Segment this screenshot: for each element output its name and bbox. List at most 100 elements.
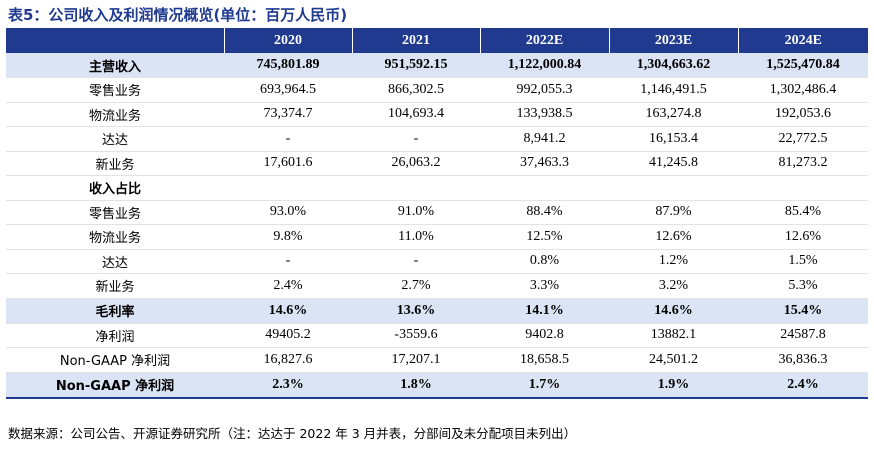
table-cell: 14.1% bbox=[480, 298, 609, 324]
table-row: 新业务 2.4% 2.7% 3.3% 3.2% 5.3% bbox=[6, 273, 868, 299]
table-cell: 1,146,491.5 bbox=[609, 77, 738, 103]
table-row: 达达 - -8,941.2 16,153.4 22,772.5 bbox=[6, 126, 868, 152]
table-cell: 24587.8 bbox=[738, 323, 868, 348]
table-cell: 93.0% bbox=[224, 200, 352, 225]
table-cell: 951,592.15 bbox=[352, 53, 480, 78]
row-label: Non-GAAP 净利润 bbox=[6, 372, 224, 399]
table-cell: 163,274.8 bbox=[609, 102, 738, 127]
table-cell bbox=[738, 175, 868, 201]
financial-table: 2020 2021 2022E 2023E 2024E 主营收入 745,801.… bbox=[6, 28, 868, 399]
table-cell: - bbox=[352, 249, 480, 274]
table-cell: 866,302.5 bbox=[352, 77, 480, 103]
table-cell: 41,245.8 bbox=[609, 151, 738, 176]
table-cell: 1,122,000.84 bbox=[480, 53, 609, 78]
header-cell-label bbox=[6, 28, 224, 53]
table-cell: 14.6% bbox=[609, 298, 738, 324]
table-cell: 26,063.2 bbox=[352, 151, 480, 176]
table-cell: 73,374.7 bbox=[224, 102, 352, 127]
table-cell: 18,658.5 bbox=[480, 347, 609, 373]
table-cell: 12.5% bbox=[480, 224, 609, 250]
table-cell: 1,525,470.84 bbox=[738, 53, 868, 78]
table-cell: -3559.6 bbox=[352, 323, 480, 348]
table-cell: 192,053.6 bbox=[738, 102, 868, 127]
table-row: 零售业务 93.0% 91.0% 88.4% 87.9% 85.4% bbox=[6, 200, 868, 225]
header-cell-2024e: 2024E bbox=[737, 28, 868, 53]
table-cell: 3.2% bbox=[609, 273, 738, 299]
row-label: 物流业务 bbox=[6, 224, 224, 250]
table-cell: 1,302,486.4 bbox=[738, 77, 868, 103]
row-label: 达达 bbox=[6, 126, 224, 152]
table-cell: 13882.1 bbox=[609, 323, 738, 348]
table-cell: 3.3% bbox=[480, 273, 609, 299]
row-label: Non-GAAP 净利润 bbox=[6, 347, 224, 373]
table-cell: 22,772.5 bbox=[738, 126, 868, 152]
table-cell: 12.6% bbox=[609, 224, 738, 250]
source-note: 数据来源：公司公告、开源证券研究所（注：达达于 2022 年 3 月并表，分部间… bbox=[8, 426, 577, 441]
table-row: 零售业务 693,964.5 866,302.5 992,055.3 1,146,491… bbox=[6, 77, 868, 103]
table-cell: 745,801.89 bbox=[224, 53, 352, 78]
table-row: 主营收入 745,801.89 951,592.15 1,122,000.84 1,30… bbox=[6, 53, 868, 78]
header-cell-2023e: 2023E bbox=[608, 28, 738, 53]
table-cell: 81,273.2 bbox=[738, 151, 868, 176]
table-cell: 1,304,663.62 bbox=[609, 53, 738, 78]
table-cell: 1.5% bbox=[738, 249, 868, 274]
table-title: 表5：公司收入及利润情况概览(单位：百万人民币) bbox=[8, 6, 348, 24]
header-cell-2022e: 2022E bbox=[479, 28, 609, 53]
table-cell: 16,827.6 bbox=[224, 347, 352, 373]
row-label: 净利润 bbox=[6, 323, 224, 348]
table-cell: 2.4% bbox=[738, 372, 868, 399]
table-cell: 992,055.3 bbox=[480, 77, 609, 103]
table-cell: 36,836.3 bbox=[738, 347, 868, 373]
table-cell: 9.8% bbox=[224, 224, 352, 250]
table-cell: - bbox=[224, 249, 352, 274]
table-cell: 133,938.5 bbox=[480, 102, 609, 127]
table-cell: 11.0% bbox=[352, 224, 480, 250]
table-cell: 13.6% bbox=[352, 298, 480, 324]
row-label: 毛利率 bbox=[6, 298, 224, 324]
row-label: 新业务 bbox=[6, 273, 224, 299]
table-cell: 5.3% bbox=[738, 273, 868, 299]
table-cell: 1.8% bbox=[352, 372, 480, 399]
row-label: 物流业务 bbox=[6, 102, 224, 127]
table-cell bbox=[352, 175, 480, 201]
table-row: 收入占比 bbox=[6, 175, 868, 201]
table-cell: 17,207.1 bbox=[352, 347, 480, 373]
table-row: 毛利率 14.6% 13.6% 14.1% 14.6% 15.4% bbox=[6, 298, 868, 324]
table-cell: 87.9% bbox=[609, 200, 738, 225]
table-cell: 9402.8 bbox=[480, 323, 609, 348]
table-cell: 24,501.2 bbox=[609, 347, 738, 373]
row-label: 新业务 bbox=[6, 151, 224, 176]
table-cell: 0.8% bbox=[480, 249, 609, 274]
table-cell: 12.6% bbox=[738, 224, 868, 250]
table-cell: 104,693.4 bbox=[352, 102, 480, 127]
table-cell: 2.7% bbox=[352, 273, 480, 299]
table-cell: 17,601.6 bbox=[224, 151, 352, 176]
table-cell: 15.4% bbox=[738, 298, 868, 324]
table-cell: 1.9% bbox=[609, 372, 738, 399]
table-cell bbox=[609, 175, 738, 201]
table-cell: 49405.2 bbox=[224, 323, 352, 348]
table-row: Non-GAAP 净利润 16,827.6 17,207.1 18,658.5 24,5… bbox=[6, 347, 868, 373]
table-cell bbox=[480, 175, 609, 201]
table-cell: 8,941.2 bbox=[480, 126, 609, 152]
table-cell: 91.0% bbox=[352, 200, 480, 225]
row-label: 零售业务 bbox=[6, 200, 224, 225]
header-cell-2021: 2021 bbox=[351, 28, 480, 53]
table-cell: 85.4% bbox=[738, 200, 868, 225]
table-cell: - bbox=[352, 126, 480, 152]
table-cell: 1.7% bbox=[480, 372, 609, 399]
table-cell: 88.4% bbox=[480, 200, 609, 225]
table-row: 新业务 17,601.6 26,063.2 37,463.3 41,245.8 81,27… bbox=[6, 151, 868, 176]
table-row: 物流业务 9.8% 11.0% 12.5% 12.6% 12.6% bbox=[6, 224, 868, 250]
header-cell-2020: 2020 bbox=[223, 28, 352, 53]
table-row: 净利润 49405.2 -3559.6 9402.8 13882.1 24587.8 bbox=[6, 323, 868, 348]
row-label: 达达 bbox=[6, 249, 224, 274]
table-cell: - bbox=[224, 126, 352, 152]
table-cell: 37,463.3 bbox=[480, 151, 609, 176]
table-cell: 2.4% bbox=[224, 273, 352, 299]
table-cell: 16,153.4 bbox=[609, 126, 738, 152]
table-cell: 14.6% bbox=[224, 298, 352, 324]
row-label: 零售业务 bbox=[6, 77, 224, 103]
table-cell: 693,964.5 bbox=[224, 77, 352, 103]
row-label: 收入占比 bbox=[6, 175, 224, 201]
